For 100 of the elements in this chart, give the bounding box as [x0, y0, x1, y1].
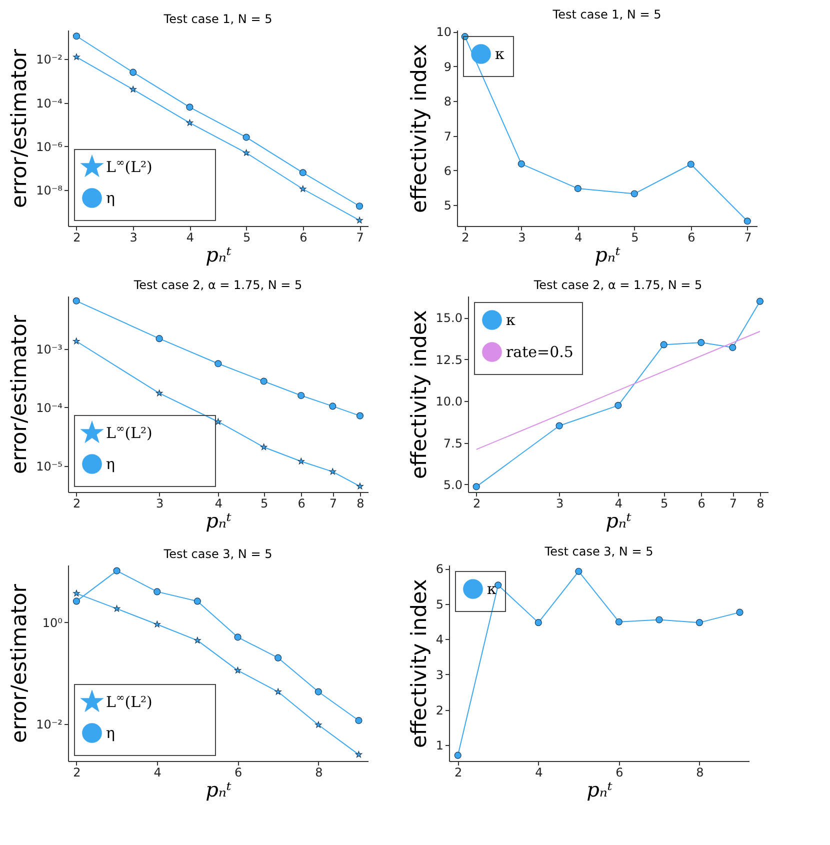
x-tick-label: 4 [614, 496, 622, 510]
x-axis-title: pₙᵗ [206, 778, 232, 802]
x-tick-label: 4 [535, 766, 543, 780]
point [73, 590, 80, 596]
x-tick-label: 3 [556, 496, 564, 510]
y-tick-label: 8 [444, 94, 452, 109]
point [186, 104, 194, 111]
point [518, 160, 525, 168]
point [534, 619, 542, 626]
y-tick-label: 10⁻⁴ [36, 400, 63, 415]
legend-label: L$^{∞}$(L²) [106, 692, 152, 711]
point [687, 160, 694, 168]
y-tick-label: 5 [436, 597, 444, 612]
y-axis-title: effectivity index [406, 310, 431, 479]
x-tick-label: 6 [298, 496, 306, 510]
y-tick-label: 10.0 [436, 394, 462, 409]
y-axis-title: error/estimator [7, 48, 32, 208]
x-tick-label: 4 [574, 230, 582, 244]
point [242, 149, 250, 156]
chart-title: Test case 3, N = 5 [162, 547, 272, 561]
legend-label: rate=0.5 [506, 343, 574, 361]
x-tick-label: 6 [616, 766, 624, 780]
x-axis-title: pₙᵗ [606, 508, 632, 532]
y-tick-label: 10⁻³ [36, 342, 63, 356]
x-tick-label: 4 [186, 230, 194, 244]
y-tick-label: 6 [436, 562, 444, 576]
y-axis-title: error/estimator [7, 314, 32, 474]
x-tick-label: 8 [696, 766, 704, 780]
y-tick-label: 5.0 [443, 478, 462, 492]
y-tick-label: 4 [436, 632, 444, 647]
legend-label: η [106, 724, 115, 742]
y-tick-label: 6 [444, 164, 452, 178]
point [154, 588, 161, 596]
point [274, 654, 282, 662]
point [72, 32, 80, 40]
point [736, 608, 744, 616]
point [186, 119, 194, 126]
y-tick-label: 10⁰ [42, 616, 63, 630]
x-tick-label: 2 [73, 230, 81, 244]
point [315, 721, 322, 728]
x-tick-label: 5 [631, 230, 639, 244]
chart-title: Test case 2, α = 1.75, N = 5 [532, 278, 702, 292]
x-tick-label: 7 [729, 496, 737, 510]
y-tick-label: 7.5 [443, 436, 462, 450]
y-tick-label: 7 [444, 129, 452, 144]
x-axis-title: pₙᵗ [206, 242, 232, 266]
y-tick-label: 12.5 [436, 352, 462, 367]
y-axis-title: effectivity index [407, 44, 432, 213]
chart-title: Test case 1, N = 5 [162, 12, 272, 26]
y-tick-label: 10⁻² [36, 717, 63, 732]
y-tick-label: 2 [436, 703, 444, 718]
legend-label: L$^{∞}$(L²) [106, 157, 152, 176]
point [299, 169, 306, 176]
y-tick-label: 3 [436, 668, 444, 682]
point [194, 636, 201, 644]
y-tick-label: 9 [444, 60, 452, 74]
x-tick-label: 8 [756, 496, 764, 510]
legend-label: κ [495, 45, 505, 63]
point [234, 634, 242, 641]
point [72, 598, 80, 605]
point [356, 202, 364, 210]
chart-title: Test case 1, N = 5 [552, 8, 662, 22]
x-tick-label: 2 [473, 496, 481, 510]
point [130, 86, 136, 92]
y-tick-label: 10⁻⁶ [36, 140, 63, 154]
legend-label: L$^{∞}$(L²) [106, 423, 152, 442]
point [356, 216, 363, 224]
y-tick-label: 10⁻⁴ [36, 96, 63, 110]
legend-label: κ [506, 311, 516, 329]
chart-title: Test case 2, α = 1.75, N = 5 [132, 278, 302, 292]
x-axis-title: pₙᵗ [206, 508, 232, 532]
point [73, 54, 80, 60]
point [242, 134, 250, 141]
point [575, 568, 582, 575]
point [630, 190, 638, 198]
point [234, 666, 242, 674]
x-tick-label: 4 [214, 496, 222, 510]
point [574, 185, 582, 192]
y-tick-label: 10⁻⁸ [36, 183, 63, 198]
x-tick-label: 4 [154, 766, 162, 780]
chart-title: Test case 3, N = 5 [544, 544, 654, 559]
x-tick-label: 3 [518, 230, 526, 244]
point [300, 185, 306, 192]
x-tick-label: 7 [329, 496, 337, 510]
x-tick-label: 8 [356, 496, 364, 510]
y-axis-title: error/estimator [7, 584, 32, 743]
point [154, 620, 160, 628]
x-tick-label: 6 [688, 230, 696, 244]
x-tick-label: 2 [73, 496, 81, 510]
x-tick-label: 8 [315, 766, 323, 780]
y-axis-title: effectivity index [406, 579, 431, 748]
x-tick-label: 7 [356, 230, 364, 244]
legend-label: η [106, 455, 115, 473]
x-tick-label: 5 [660, 496, 668, 510]
point [615, 618, 622, 626]
point [656, 616, 663, 624]
point [744, 218, 751, 225]
point [355, 751, 362, 758]
x-tick-label: 5 [242, 230, 251, 244]
x-tick-label: 6 [300, 230, 308, 244]
